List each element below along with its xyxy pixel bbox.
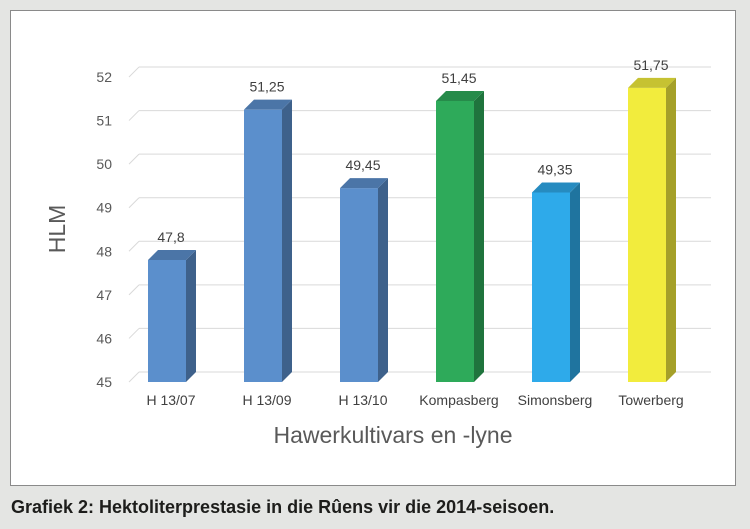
bar-front	[436, 100, 474, 382]
gridline-side	[128, 240, 140, 252]
bar-front	[244, 109, 282, 382]
bar-top	[148, 250, 196, 260]
y-axis-title: HLM	[44, 205, 70, 254]
figure-caption: Grafiek 2: Hektoliterprestasie in die Rû…	[11, 497, 555, 517]
gridline-side	[128, 197, 140, 209]
bar-side	[282, 99, 292, 382]
bar-chart: 45 46 47 48 49 50 51 52 47,8 51,25 49,45 51,45 49,3…	[44, 57, 711, 448]
x-category-label: H 13/10	[338, 392, 387, 408]
bar-side	[186, 250, 196, 382]
gridline-side	[128, 110, 140, 121]
bar-side	[666, 77, 676, 383]
y-tick-label: 51	[96, 113, 112, 129]
y-tick-label: 47	[96, 287, 112, 303]
bar-front	[340, 188, 378, 382]
y-tick-label: 45	[96, 374, 112, 390]
bars: 47,8 51,25 49,45 51,45 49,35 51,75	[148, 57, 676, 383]
data-label: 51,75	[633, 57, 668, 73]
x-axis-title: Hawerkultivars en -lyne	[273, 422, 512, 448]
bar-side	[378, 178, 388, 382]
bar-front	[532, 192, 570, 382]
x-category-label: H 13/09	[242, 392, 291, 408]
bar-side	[474, 90, 484, 382]
data-label: 49,35	[537, 161, 572, 177]
bar-top	[628, 77, 676, 88]
gridline-side	[128, 371, 140, 383]
bar-side	[570, 182, 580, 382]
data-label: 49,45	[345, 157, 380, 173]
x-category-label: Simonsberg	[518, 392, 593, 408]
bar-top	[436, 90, 484, 101]
chart-frame: 45 46 47 48 49 50 51 52 47,8 51,25 49,45 51,45 49,3…	[10, 10, 736, 486]
y-tick-label: 52	[96, 69, 112, 85]
y-tick-label: 50	[96, 156, 112, 172]
bar-top	[340, 178, 388, 189]
y-tick-label: 46	[96, 330, 112, 346]
gridline-side	[128, 284, 140, 296]
y-tick-labels: 45 46 47 48 49 50 51 52	[96, 69, 112, 390]
gridline-side	[128, 153, 140, 165]
gridlines	[128, 66, 711, 383]
category-labels: H 13/07 H 13/09 H 13/10 Kompasberg Simonsber…	[146, 392, 683, 408]
data-label: 51,25	[249, 79, 284, 95]
bar-top	[244, 99, 292, 110]
x-category-label: Towerberg	[618, 392, 683, 408]
data-label: 47,8	[157, 229, 184, 245]
gridline-side	[128, 328, 140, 339]
bar-front	[628, 87, 666, 383]
gridline-side	[128, 66, 140, 78]
bar-front	[148, 260, 186, 382]
x-category-label: Kompasberg	[419, 392, 498, 408]
y-tick-label: 49	[96, 200, 112, 216]
data-label: 51,45	[441, 70, 476, 86]
y-tick-label: 48	[96, 243, 112, 259]
bar-top	[532, 182, 580, 193]
x-category-label: H 13/07	[146, 392, 195, 408]
